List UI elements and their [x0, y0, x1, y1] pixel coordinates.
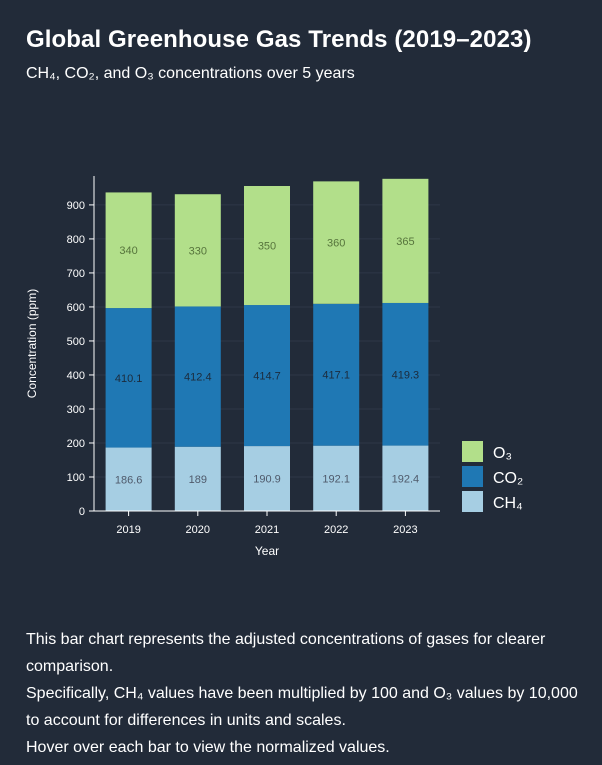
bar-segment[interactable]	[174, 446, 221, 511]
y-tick-label: 800	[67, 234, 85, 246]
bar-value-label: 350	[258, 241, 276, 253]
axes: 0 100 200 300 400 500 600 700 800 900 2019 2020 2021…	[25, 176, 440, 558]
bar-value-label: 189	[189, 474, 207, 486]
description-line-1: This bar chart represents the adjusted c…	[26, 631, 546, 675]
bar-value-label: 412.4	[184, 372, 212, 384]
chart-description: This bar chart represents the adjusted c…	[26, 626, 586, 761]
bar-segment[interactable]	[313, 181, 360, 304]
bar-segment[interactable]	[382, 302, 429, 446]
legend-swatch	[462, 441, 483, 462]
legend-swatch	[462, 491, 483, 512]
legend: O₃ CO₂ CH₄	[462, 441, 523, 512]
bars: 186.6 410.1 340 189 412.4 330 190.9 414.7 350 192…	[105, 178, 429, 511]
page-title: Global Greenhouse Gas Trends (2019–2023)	[26, 26, 532, 53]
y-axis-title: Concentration (ppm)	[25, 289, 39, 398]
bar-segment[interactable]	[174, 306, 221, 447]
x-axis-title: Year	[255, 544, 279, 558]
bar-value-label: 360	[327, 238, 345, 250]
description-line-3: Hover over each bar to view the normaliz…	[26, 739, 390, 756]
bar-segment[interactable]	[174, 194, 221, 307]
bar-value-label: 419.3	[392, 369, 420, 381]
x-tick-label: 2019	[116, 524, 140, 536]
y-tick-label: 500	[67, 336, 85, 348]
bar-segment[interactable]	[105, 447, 152, 511]
y-tick-label: 300	[67, 404, 85, 416]
legend-label: O₃	[493, 445, 512, 462]
x-tick-label: 2021	[255, 524, 279, 536]
bar-value-label: 340	[119, 245, 137, 257]
page-subtitle: CH₄, CO₂, and O₃ concentrations over 5 y…	[26, 65, 355, 82]
bar-segment[interactable]	[382, 445, 429, 511]
bar-value-label: 186.6	[115, 474, 143, 486]
bar-segment[interactable]	[313, 303, 360, 446]
bar-value-label: 330	[189, 245, 207, 257]
y-tick-label: 700	[67, 268, 85, 280]
bar-segment[interactable]	[382, 178, 429, 303]
x-tick-label: 2023	[393, 524, 417, 536]
bar-value-label: 417.1	[322, 370, 350, 382]
description-line-2: Specifically, CH₄ values have been multi…	[26, 685, 578, 729]
bar-segment[interactable]	[244, 446, 290, 511]
y-tick-label: 600	[67, 302, 85, 314]
bar-value-label: 192.4	[392, 473, 420, 485]
bar-segment[interactable]	[105, 308, 152, 448]
bar-segment[interactable]	[244, 185, 290, 306]
x-tick-label: 2022	[324, 524, 348, 536]
x-tick-label: 2020	[186, 524, 210, 536]
bar-value-label: 410.1	[115, 373, 143, 385]
y-tick-label: 900	[67, 200, 85, 212]
stacked-bar-chart: 186.6 410.1 340 189 412.4 330 190.9 414.7 350 192…	[25, 176, 523, 558]
bar-value-label: 190.9	[253, 474, 281, 486]
legend-swatch	[462, 466, 483, 487]
bar-segment[interactable]	[313, 445, 360, 511]
y-tick-label: 200	[67, 438, 85, 450]
legend-label: CH₄	[493, 495, 523, 512]
y-tick-label: 100	[67, 472, 85, 484]
bar-value-label: 414.7	[253, 371, 281, 383]
bar-segment[interactable]	[105, 192, 152, 309]
y-tick-label: 400	[67, 370, 85, 382]
bar-segment[interactable]	[244, 305, 290, 447]
bar-value-label: 365	[396, 236, 414, 248]
y-tick-label: 0	[79, 506, 85, 518]
legend-label: CO₂	[493, 470, 523, 487]
bar-value-label: 192.1	[322, 473, 350, 485]
